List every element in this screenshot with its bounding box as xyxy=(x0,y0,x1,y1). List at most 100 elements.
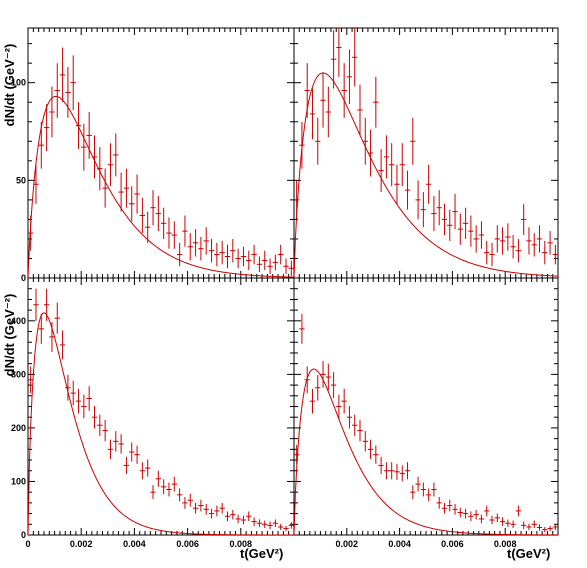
y-tick-label: 200 xyxy=(11,423,26,433)
data-point xyxy=(278,244,284,265)
data-point xyxy=(462,508,469,519)
y-tick-label: 0 xyxy=(21,530,26,540)
data-point xyxy=(505,223,511,251)
data-point xyxy=(330,29,337,89)
data-point xyxy=(187,493,193,507)
data-point xyxy=(97,414,103,436)
data-point xyxy=(187,233,193,261)
data-point xyxy=(182,215,188,247)
data-point xyxy=(171,221,177,249)
data-point xyxy=(452,194,458,230)
data-point xyxy=(214,242,220,267)
data-point xyxy=(330,372,337,398)
data-point xyxy=(219,240,225,265)
data-point xyxy=(65,67,71,118)
data-point xyxy=(309,388,316,414)
x-tick-label: 0.002 xyxy=(336,539,359,549)
data-point xyxy=(362,117,368,165)
data-point xyxy=(33,164,39,204)
panel-top-right xyxy=(293,27,559,279)
data-point xyxy=(484,505,490,517)
data-point xyxy=(410,485,416,500)
data-point xyxy=(246,250,252,271)
data-point xyxy=(336,394,342,419)
data-point xyxy=(441,502,448,514)
x-tick-label: 0.008 xyxy=(230,539,253,549)
data-point xyxy=(315,374,321,401)
x-tick-label: 0.004 xyxy=(123,539,146,549)
data-point xyxy=(97,147,103,191)
data-point xyxy=(410,117,416,165)
x-tick-label: 0.004 xyxy=(388,539,411,549)
data-point xyxy=(341,63,347,118)
data-point xyxy=(192,229,199,257)
data-point xyxy=(272,519,279,527)
data-point xyxy=(161,479,167,495)
data-point xyxy=(166,482,172,497)
data-point xyxy=(155,195,161,232)
data-point xyxy=(378,149,384,193)
data-point xyxy=(118,434,124,454)
data-point xyxy=(447,209,453,241)
data-point xyxy=(299,313,305,344)
data-point xyxy=(134,174,140,214)
data-point xyxy=(373,76,379,128)
data-point xyxy=(431,482,437,497)
data-point xyxy=(129,186,135,222)
data-point xyxy=(240,246,247,267)
data-point xyxy=(246,511,252,522)
data-point xyxy=(70,380,76,406)
data-point xyxy=(362,431,368,452)
data-point xyxy=(176,488,183,502)
data-point xyxy=(75,102,82,150)
data-point xyxy=(341,388,347,414)
data-point xyxy=(198,499,204,512)
data-point xyxy=(81,123,87,171)
data-point xyxy=(91,135,98,179)
data-point xyxy=(240,515,247,525)
data-point xyxy=(267,521,273,530)
data-point xyxy=(494,225,500,253)
data-point xyxy=(404,170,411,210)
data-point xyxy=(304,63,310,118)
data-layer xyxy=(28,288,294,535)
data-point xyxy=(468,215,474,247)
data-point xyxy=(251,517,257,526)
data-point xyxy=(203,503,209,515)
y-axis-title: dN/dt (GeV⁻²) xyxy=(2,44,17,127)
data-point xyxy=(38,121,44,169)
data-point xyxy=(526,227,532,255)
data-point xyxy=(75,388,82,414)
fit-curve xyxy=(28,312,294,535)
y-tick-label: 300 xyxy=(11,369,26,379)
data-point xyxy=(283,525,289,532)
data-point xyxy=(262,250,268,271)
data-point xyxy=(536,225,543,253)
data-point xyxy=(346,49,353,105)
data-point xyxy=(420,192,426,228)
data-point xyxy=(515,505,522,517)
data-point xyxy=(357,419,363,442)
data-point xyxy=(552,244,558,265)
data-point xyxy=(65,374,71,401)
data-point xyxy=(123,456,130,474)
data-point xyxy=(118,172,124,212)
data-point xyxy=(283,258,289,275)
data-layer xyxy=(294,28,558,278)
data-point xyxy=(399,143,405,187)
data-point xyxy=(235,248,241,269)
data-point xyxy=(86,386,92,411)
data-point xyxy=(536,524,543,531)
data-point xyxy=(436,190,442,226)
data-point xyxy=(457,507,463,518)
fit-curve xyxy=(294,368,558,535)
data-point xyxy=(43,104,50,152)
data-point xyxy=(373,445,379,464)
data-point xyxy=(59,330,66,360)
data-point xyxy=(457,213,463,245)
data-point xyxy=(54,63,60,118)
data-point xyxy=(478,514,485,524)
